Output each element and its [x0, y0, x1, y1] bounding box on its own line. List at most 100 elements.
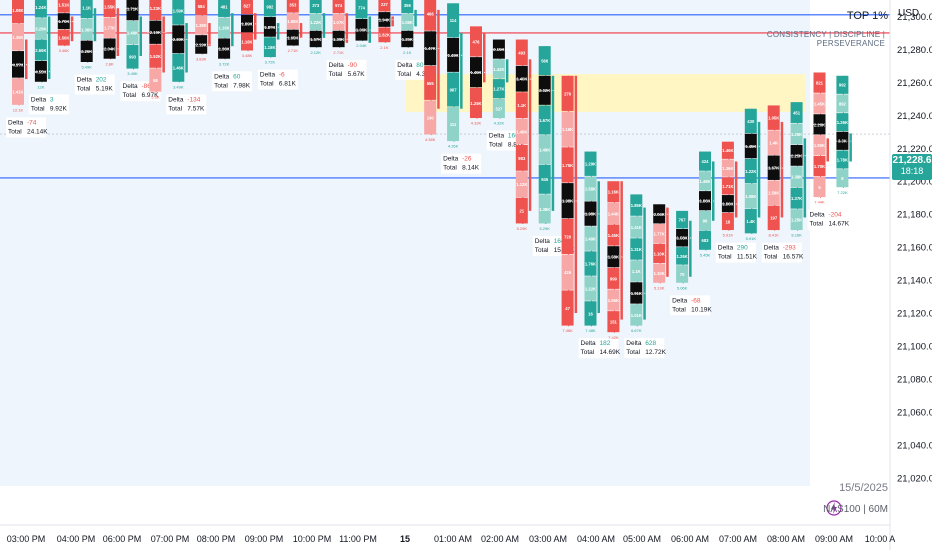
total-value: 5.19K: [96, 86, 114, 93]
footprint-cell: [241, 32, 253, 51]
candle-body: [299, 23, 303, 38]
footprint-cell: [492, 59, 505, 79]
footprint-cell: [401, 13, 414, 31]
candle-volume: 5.91K: [746, 236, 757, 241]
total-label: Total: [260, 81, 274, 88]
footprint-cell: [218, 17, 231, 38]
footprint-cell-value: 1.27K: [493, 87, 504, 92]
footprint-cell-value: 1.82K: [379, 33, 390, 38]
candle-volume: 3.49K: [127, 71, 138, 76]
footprint-cell-value: 1.26K: [677, 254, 688, 259]
footprint-cell-value: 1.1K: [82, 5, 91, 10]
footprint-cell: [492, 98, 505, 119]
footprint-cell: [767, 105, 780, 130]
footprint-cell: [492, 79, 505, 99]
footprint-cell-value: 1.16K: [608, 190, 619, 195]
footprint-cell-value: 1.49K: [539, 148, 550, 153]
footprint-cell-value: 774: [358, 5, 366, 10]
delta-label: Delta: [214, 73, 230, 80]
footprint-cell-value: 1.76K: [585, 261, 596, 266]
footprint-cell-value: 555: [427, 81, 435, 86]
footprint-cell-value: 1.77K: [654, 232, 665, 237]
total-label: Total: [581, 349, 595, 356]
footprint-cell: [195, 0, 208, 16]
footprint-cell: [813, 93, 826, 114]
footprint-cell: [721, 141, 734, 159]
currency-button[interactable]: USD: [898, 8, 920, 19]
delta-value: -204: [829, 212, 842, 219]
footprint-cell-value: 68: [153, 78, 158, 83]
footprint-cell: [607, 202, 620, 224]
delta-label: Delta: [8, 119, 24, 126]
footprint-cell-value: 140: [427, 115, 435, 120]
delta-box: [807, 209, 848, 230]
footprint-cell-value: 151: [610, 320, 618, 325]
candle-body: [391, 16, 394, 27]
footprint-cell: [172, 0, 185, 25]
candle-body: [208, 23, 211, 47]
candle-body: [25, 39, 28, 80]
footprint-cell-value: 18: [726, 219, 731, 224]
footprint-cell: [676, 265, 689, 283]
candle-body: [803, 138, 807, 218]
footprint-cell: [309, 0, 322, 14]
footprint-cell: [584, 151, 597, 176]
candle-body: [849, 133, 852, 162]
time-tick-label: 05:00 AM: [623, 534, 661, 544]
footprint-cell-value: 1.22K: [745, 169, 756, 174]
footprint-cell: [767, 130, 780, 155]
total-label: Total: [764, 254, 778, 261]
footprint-cell: [790, 166, 803, 188]
candle-volume: 7.42K: [608, 335, 619, 340]
candle-volume: 8.41K: [768, 233, 779, 238]
footprint-cell-value: 353: [289, 3, 297, 8]
footprint-cell: [653, 263, 666, 283]
footprint-cell: [744, 183, 757, 209]
current-price-badge: 21,228.6 18:18: [892, 154, 932, 180]
footprint-cell-value: 1.49K: [699, 179, 710, 184]
time-tick-label: 09:00 AM: [815, 534, 853, 544]
candle-volume: 12.1K: [13, 107, 24, 112]
footprint-cell-value: 1.08K: [402, 20, 413, 25]
candle-body: [70, 16, 74, 42]
footprint-cell-value: 426: [564, 270, 572, 275]
total-value: 9.92K: [50, 105, 68, 112]
footprint-cell-value: 720: [564, 234, 572, 239]
delta-label: Delta: [168, 96, 184, 103]
footprint-cell-value: 114: [450, 18, 457, 23]
footprint-cell: [263, 0, 276, 17]
total-value: 6.97K: [142, 92, 160, 99]
footprint-cell-value: 584: [198, 4, 206, 9]
footprint-cell-value: 1.46K: [127, 31, 138, 36]
delta-value: 628: [645, 340, 656, 347]
footprint-cell: [561, 290, 574, 326]
candle-body: [826, 138, 829, 162]
candle-body: [162, 16, 165, 73]
footprint-cell-value: 1.16K: [219, 26, 230, 31]
candle-body: [734, 161, 738, 218]
total-value: 8.14K: [462, 165, 480, 172]
delta-box: [166, 94, 207, 115]
candle-body: [322, 13, 326, 38]
footprint-cell: [676, 210, 689, 229]
candle-volume: 2.71K: [288, 48, 299, 53]
delta-value: -74: [27, 119, 37, 126]
price-tick-label: 21,140.0: [897, 276, 932, 287]
footprint-cell-value: 21: [519, 208, 524, 213]
footprint-cell: [12, 23, 24, 51]
delta-box: [257, 69, 298, 90]
candle-volume: 3.72K: [219, 61, 230, 66]
total-label: Total: [168, 105, 182, 112]
candle-volume: 5.13K: [654, 285, 665, 290]
footprint-cell: [630, 304, 643, 326]
delta-value: -68: [691, 297, 701, 304]
total-value: 24.14K: [27, 128, 48, 135]
footprint-cell-value: 566: [541, 59, 549, 64]
footprint-cell-value: 1.50K: [58, 35, 69, 40]
bar-countdown: 18:18: [900, 166, 924, 176]
footprint-cell-value: 987: [450, 87, 458, 92]
delta-box: [441, 153, 482, 174]
footprint-cell: [401, 0, 414, 14]
delta-label: Delta: [581, 340, 597, 347]
